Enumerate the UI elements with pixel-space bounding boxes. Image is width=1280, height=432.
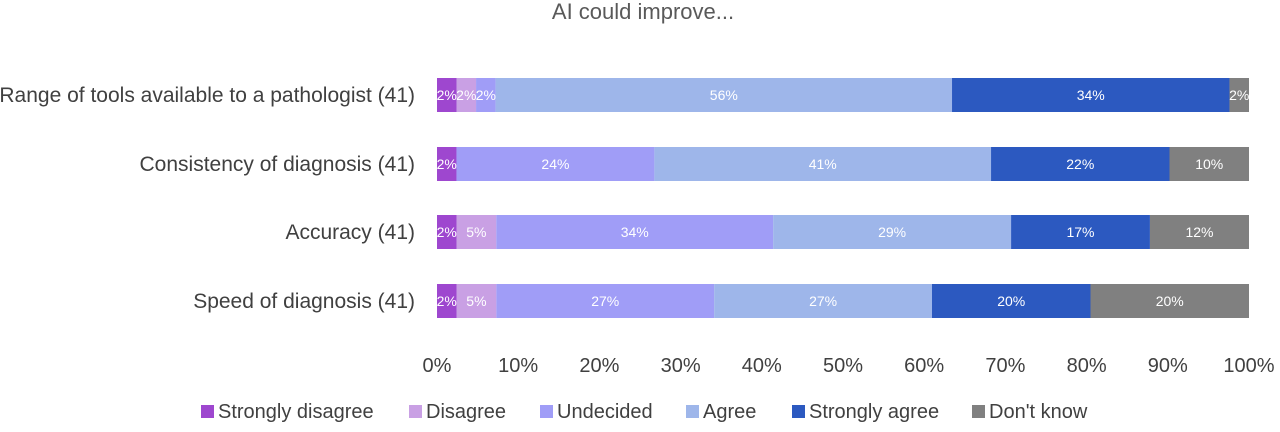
- legend-swatch: [201, 405, 214, 418]
- bar-segment: [932, 284, 1091, 318]
- bar-segment: [1090, 284, 1249, 318]
- bar-segment: [437, 284, 457, 318]
- x-tick-label: 60%: [904, 355, 944, 377]
- data-label: 20%: [1156, 293, 1184, 309]
- x-tick-label: 90%: [1148, 355, 1188, 377]
- bar-segment: [1169, 147, 1249, 181]
- data-label: 2%: [476, 87, 496, 103]
- bar-segment: [714, 284, 933, 318]
- legend-item: Undecided: [540, 401, 653, 423]
- data-label: 2%: [437, 224, 457, 240]
- legend-label: Agree: [703, 401, 756, 423]
- data-label: 27%: [591, 293, 619, 309]
- x-tick-label: 30%: [661, 355, 701, 377]
- category-label: Range of tools available to a pathologis…: [0, 84, 415, 107]
- legend-label: Don't know: [989, 401, 1088, 423]
- bar-segment: [456, 147, 655, 181]
- bar-segment: [496, 284, 715, 318]
- data-label: 41%: [809, 156, 837, 172]
- bar-segment: [1149, 215, 1249, 249]
- category-label: Speed of diagnosis (41): [193, 290, 415, 313]
- bar-segment: [773, 215, 1012, 249]
- bar-segment: [991, 147, 1170, 181]
- bar-segment: [437, 215, 457, 249]
- legend: Strongly disagree Disagree Undecided Agree S…: [201, 401, 1088, 423]
- x-tick-label: 80%: [1067, 355, 1107, 377]
- data-label: 34%: [1077, 87, 1105, 103]
- bar-segment: [456, 215, 497, 249]
- bar-segment: [495, 78, 953, 112]
- category-labels: Range of tools available to a pathologis…: [0, 84, 415, 313]
- data-label: 12%: [1185, 224, 1213, 240]
- bar-segment: [654, 147, 992, 181]
- legend-label: Strongly disagree: [218, 401, 374, 423]
- bar-segment: [456, 284, 497, 318]
- legend-item: Don't know: [972, 401, 1088, 423]
- category-label: Accuracy (41): [285, 221, 415, 244]
- bar-segment: [437, 78, 457, 112]
- legend-item: Strongly agree: [792, 401, 939, 423]
- data-label: 34%: [621, 224, 649, 240]
- bar-segment: [437, 147, 457, 181]
- data-label: 2%: [437, 293, 457, 309]
- data-label: 5%: [466, 224, 486, 240]
- data-label: 2%: [456, 87, 476, 103]
- legend-swatch: [792, 405, 805, 418]
- bar-segment: [1011, 215, 1150, 249]
- data-label: 10%: [1195, 156, 1223, 172]
- legend-item: Strongly disagree: [201, 401, 374, 423]
- x-tick-label: 40%: [742, 355, 782, 377]
- legend-swatch: [972, 405, 985, 418]
- data-label: 2%: [437, 87, 457, 103]
- data-label: 20%: [997, 293, 1025, 309]
- bar-segment: [496, 215, 774, 249]
- legend-swatch: [540, 405, 553, 418]
- bar-segment: [952, 78, 1230, 112]
- x-tick-label: 0%: [423, 355, 452, 377]
- bar-segment: [1229, 78, 1249, 112]
- bars: [437, 78, 1249, 318]
- x-tick-label: 50%: [823, 355, 863, 377]
- bar-segment: [456, 78, 477, 112]
- data-label: 27%: [809, 293, 837, 309]
- chart-title: AI could improve...: [552, 0, 734, 24]
- x-tick-label: 100%: [1223, 355, 1274, 377]
- bar-data-labels: 2% 2% 2% 56% 34% 2%2% 24% 41% 22% 10%2% 5% 34% 29% 17…: [437, 87, 1250, 309]
- x-tick-label: 70%: [985, 355, 1025, 377]
- data-label: 22%: [1066, 156, 1094, 172]
- legend-item: Disagree: [409, 401, 506, 423]
- data-label: 56%: [710, 87, 738, 103]
- legend-label: Strongly agree: [809, 401, 939, 423]
- legend-swatch: [409, 405, 422, 418]
- legend-label: Undecided: [557, 401, 653, 423]
- bar-segment: [476, 78, 496, 112]
- data-label: 29%: [878, 224, 906, 240]
- x-tick-label: 20%: [579, 355, 619, 377]
- legend-label: Disagree: [426, 401, 506, 423]
- legend-item: Agree: [686, 401, 756, 423]
- category-label: Consistency of diagnosis (41): [140, 153, 415, 176]
- x-axis: 0% 10% 20% 30% 40% 50% 60% 70% 80% 90% 100%: [423, 355, 1275, 377]
- data-label: 24%: [541, 156, 569, 172]
- data-label: 17%: [1066, 224, 1094, 240]
- data-label: 2%: [437, 156, 457, 172]
- data-label: 2%: [1229, 87, 1249, 103]
- legend-swatch: [686, 405, 699, 418]
- x-tick-label: 10%: [498, 355, 538, 377]
- data-label: 5%: [466, 293, 486, 309]
